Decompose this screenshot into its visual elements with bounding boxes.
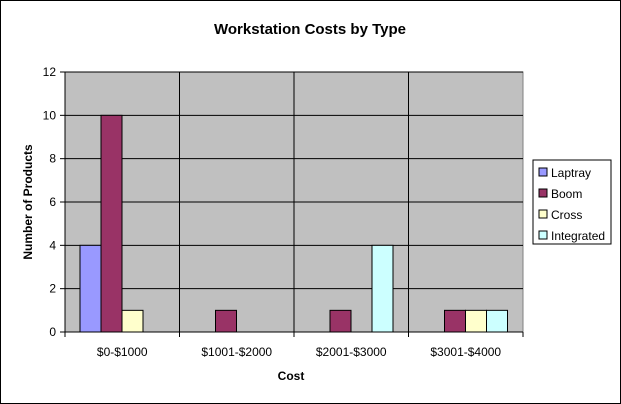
bar-integrated-2: [371, 244, 394, 333]
gridlines: [65, 71, 523, 332]
bar-boom-0: [100, 114, 123, 333]
x-tick-label: $3001-$4000: [430, 345, 501, 359]
y-tick-label: 8: [49, 152, 56, 166]
axes: 0 2 4 6 8 10 12 $0-$1000 $1001-$2000 $2001-$3000 $…: [43, 65, 524, 359]
legend-label-boom: Boom: [551, 187, 582, 201]
chart-title: Workstation Costs by Type: [214, 21, 406, 38]
y-axis-title: Number of Products: [21, 144, 35, 260]
legend-swatch-boom: [538, 188, 548, 198]
legend: Laptray Boom Cross Integrated: [532, 159, 612, 245]
bar-cross-0: [121, 309, 144, 333]
y-tick-label: 0: [49, 325, 56, 339]
y-tick-label: 2: [49, 282, 56, 296]
bar-laptray-0: [79, 244, 102, 333]
legend-swatch-integrated: [538, 230, 548, 240]
y-tick-label: 12: [43, 65, 57, 79]
legend-label-cross: Cross: [551, 208, 582, 222]
x-tick-label: $1001-$2000: [201, 345, 272, 359]
legend-label-integrated: Integrated: [551, 229, 605, 243]
legend-label-laptray: Laptray: [551, 166, 591, 180]
bar-cross-3: [465, 309, 487, 333]
y-tick-label: 6: [49, 195, 56, 209]
bars: [79, 114, 508, 333]
y-tick-label: 4: [49, 238, 56, 252]
x-tick-label: $2001-$3000: [316, 345, 387, 359]
x-tick-label: $0-$1000: [97, 345, 148, 359]
bar-boom-3: [444, 309, 466, 333]
bar-integrated-3: [486, 309, 508, 333]
legend-swatch-cross: [538, 209, 548, 219]
x-axis-title: Cost: [278, 369, 305, 383]
bar-boom-1: [215, 309, 237, 333]
bar-boom-2: [329, 309, 352, 333]
y-tick-label: 10: [43, 108, 57, 122]
legend-swatch-laptray: [538, 167, 548, 177]
